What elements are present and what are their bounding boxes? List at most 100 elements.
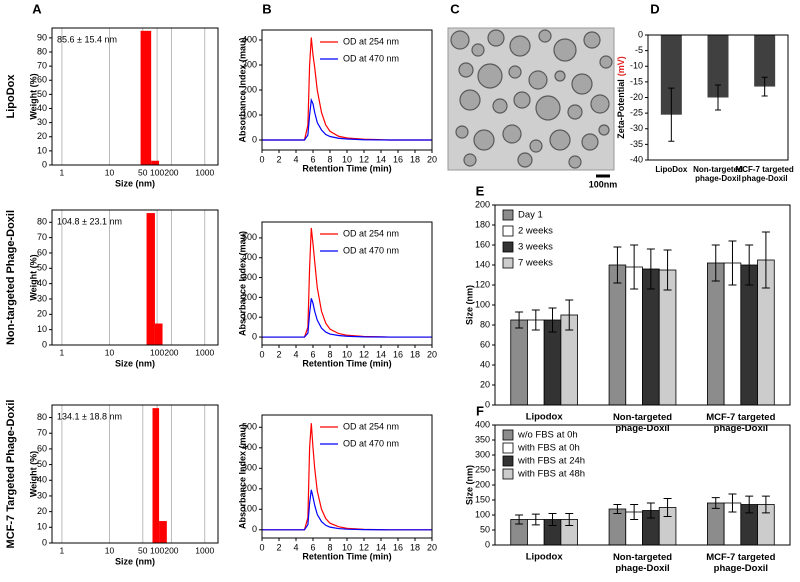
y-axis-title: Size (nm) (464, 465, 474, 505)
legend-swatch (502, 455, 514, 467)
x-tick-label: 14 (376, 542, 386, 552)
x-tick-label: 2 (276, 349, 281, 359)
x-tick-label: 4 (293, 542, 298, 552)
y-tick-label: 30 (37, 117, 47, 127)
error-bar (613, 246, 622, 284)
x-tick-label: 200 (164, 545, 178, 555)
x-tick-label: 50 (138, 167, 148, 177)
annotation: 85.6 ± 15.4 nm (57, 34, 117, 44)
scale-bar-label: 100nm (589, 179, 618, 189)
x-tick-label: 100 (150, 167, 164, 177)
x-tick-label: 20 (427, 542, 437, 552)
x-tick-label: Lipodox (526, 552, 564, 563)
y-axis-title-unit: (mV) (616, 56, 626, 76)
y-tick-label: 70 (37, 428, 47, 438)
line (262, 423, 432, 531)
x-tick-label: 16 (393, 154, 403, 164)
x-tick-label: 16 (393, 542, 403, 552)
plot-frame (261, 414, 433, 539)
y-tick-label: 200 (242, 84, 257, 94)
x-tick-label: Lipodox (526, 412, 564, 423)
error-bar (761, 231, 770, 289)
x-tick-label: 10 (105, 167, 115, 177)
y-tick-label: 160 (475, 239, 490, 249)
plot-frame (494, 424, 791, 546)
y-axis-title: Weight (%) (28, 451, 38, 497)
y-tick-label: -40 (630, 154, 643, 164)
plot-frame (51, 404, 219, 544)
y-tick-label: 80 (37, 412, 47, 422)
y-tick-label: 0 (42, 537, 47, 547)
x-tick-label: 18 (410, 349, 420, 359)
bar (510, 319, 528, 406)
x-tick-label: 0 (259, 154, 264, 164)
y-tick-label: 60 (37, 247, 47, 257)
x-tick-label: 200 (164, 347, 178, 357)
x-tick-label: 1000 (195, 167, 214, 177)
x-tick-label: 6 (310, 154, 315, 164)
bar (543, 319, 562, 406)
plot-frame (261, 29, 433, 151)
legend-label: OD at 470 nm (343, 245, 399, 255)
y-tick-label: 20 (37, 131, 47, 141)
plot-frame (494, 204, 791, 406)
x-axis-title: Retention Time (min) (302, 358, 391, 368)
x-tick-label: 200 (164, 167, 178, 177)
legend-swatch (502, 241, 514, 253)
legend-label: 3 weeks (518, 242, 553, 253)
y-tick-label: 100 (475, 299, 490, 309)
y-tick-label: 20 (37, 506, 47, 516)
bar (527, 319, 545, 406)
y-tick-label: -10 (630, 61, 643, 71)
micrograph (447, 27, 615, 178)
y-tick-label: 50 (37, 89, 47, 99)
x-axis-title: Size (nm) (115, 358, 155, 368)
x-tick-label: 100 (150, 347, 164, 357)
x-tick-label: Non-targeted phage-Doxil (693, 165, 743, 183)
y-tick-label: -35 (630, 139, 643, 149)
legend-swatch (502, 468, 514, 480)
y-axis-title: Absorbance Index (mau) (237, 37, 247, 142)
plot-frame (51, 209, 219, 346)
x-tick-label: 12 (359, 349, 369, 359)
y-tick-label: 200 (475, 199, 490, 209)
y-tick-label: 300 (242, 59, 257, 69)
x-axis-title: Retention Time (min) (302, 551, 391, 561)
y-tick-label: -30 (630, 123, 643, 133)
error-bar (745, 495, 754, 514)
row-label: Non-targeted Phage-Doxil (5, 210, 17, 345)
y-axis-title: Weight (%) (28, 73, 38, 119)
legend-label: OD at 254 nm (343, 421, 399, 431)
legend-label: with FBS at 24h (517, 456, 585, 467)
error-bar (711, 497, 720, 509)
error-bar (668, 87, 675, 142)
y-tick-label: 30 (37, 490, 47, 500)
annotation: 104.8 ± 23.1 nm (57, 216, 122, 226)
bar (608, 508, 627, 546)
x-tick-label: MCF-7 targeted phage-Doxil (736, 165, 794, 183)
y-tick-label: 0 (42, 159, 47, 169)
x-tick-label: 4 (293, 154, 298, 164)
legend-swatch (502, 209, 514, 221)
x-tick-label: MCF-7 targeted phage-Doxil (706, 412, 775, 434)
y-axis-title: Weight (%) (28, 254, 38, 300)
panel-label: D (650, 1, 659, 16)
x-tick-label: 12 (359, 542, 369, 552)
y-tick-label: 50 (480, 524, 490, 534)
bar (159, 521, 167, 543)
line (262, 489, 432, 531)
y-tick-label: 60 (37, 75, 47, 85)
x-tick-label: LipoDox (655, 165, 688, 174)
x-tick-label: 1 (60, 347, 65, 357)
line (262, 37, 432, 141)
x-tick-label: 18 (410, 154, 420, 164)
x-tick-label: 50 (138, 545, 148, 555)
y-tick-label: 120 (475, 279, 490, 289)
legend-label: with FBS at 48h (517, 469, 585, 480)
error-bar (761, 76, 768, 97)
panel-label: A (32, 1, 42, 16)
panel-label: F (476, 403, 484, 418)
x-tick-label: 6 (310, 542, 315, 552)
x-tick-label: 10 (105, 347, 115, 357)
x-axis-title: Size (nm) (115, 178, 155, 188)
